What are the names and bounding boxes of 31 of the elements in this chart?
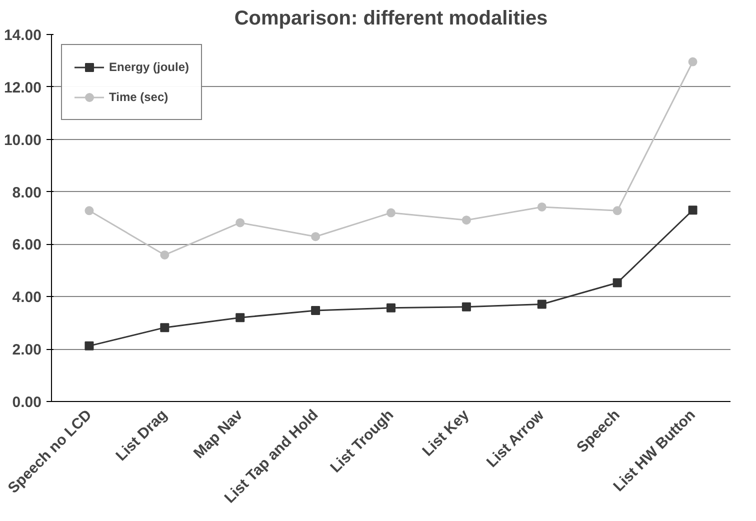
y-tick-label: 2.00: [12, 342, 42, 359]
point: [612, 278, 622, 288]
x-tick-label: Map Nav: [190, 406, 247, 462]
y-tick-label: 4.00: [12, 289, 42, 306]
y-tick-label: 8.00: [12, 184, 42, 202]
point: [537, 300, 546, 309]
point: [688, 57, 698, 66]
point: [462, 216, 471, 225]
point: [236, 313, 245, 322]
y-tick-label: 14.00: [4, 27, 42, 44]
y-tick-label: 10.00: [4, 132, 42, 149]
y-tick-label: 6.00: [12, 236, 42, 254]
y-tick-label: 12.00: [4, 79, 42, 96]
point: [84, 206, 94, 216]
point: [84, 341, 94, 350]
point: [236, 218, 245, 228]
point: [160, 250, 170, 260]
point: [386, 303, 396, 312]
chart-title: Comparison: different modalities: [234, 8, 548, 30]
point: [462, 302, 471, 312]
y-tick-label: 0.00: [12, 394, 42, 411]
point: [311, 232, 320, 242]
legend-label: Time (sec): [109, 90, 168, 104]
point: [386, 208, 396, 218]
legend-label: Energy (joule): [109, 60, 190, 74]
point: [537, 202, 546, 212]
point: [612, 206, 622, 216]
point: [160, 323, 170, 332]
point: [311, 306, 320, 316]
x-tick-label: List Key: [419, 406, 473, 460]
point: [688, 206, 698, 215]
